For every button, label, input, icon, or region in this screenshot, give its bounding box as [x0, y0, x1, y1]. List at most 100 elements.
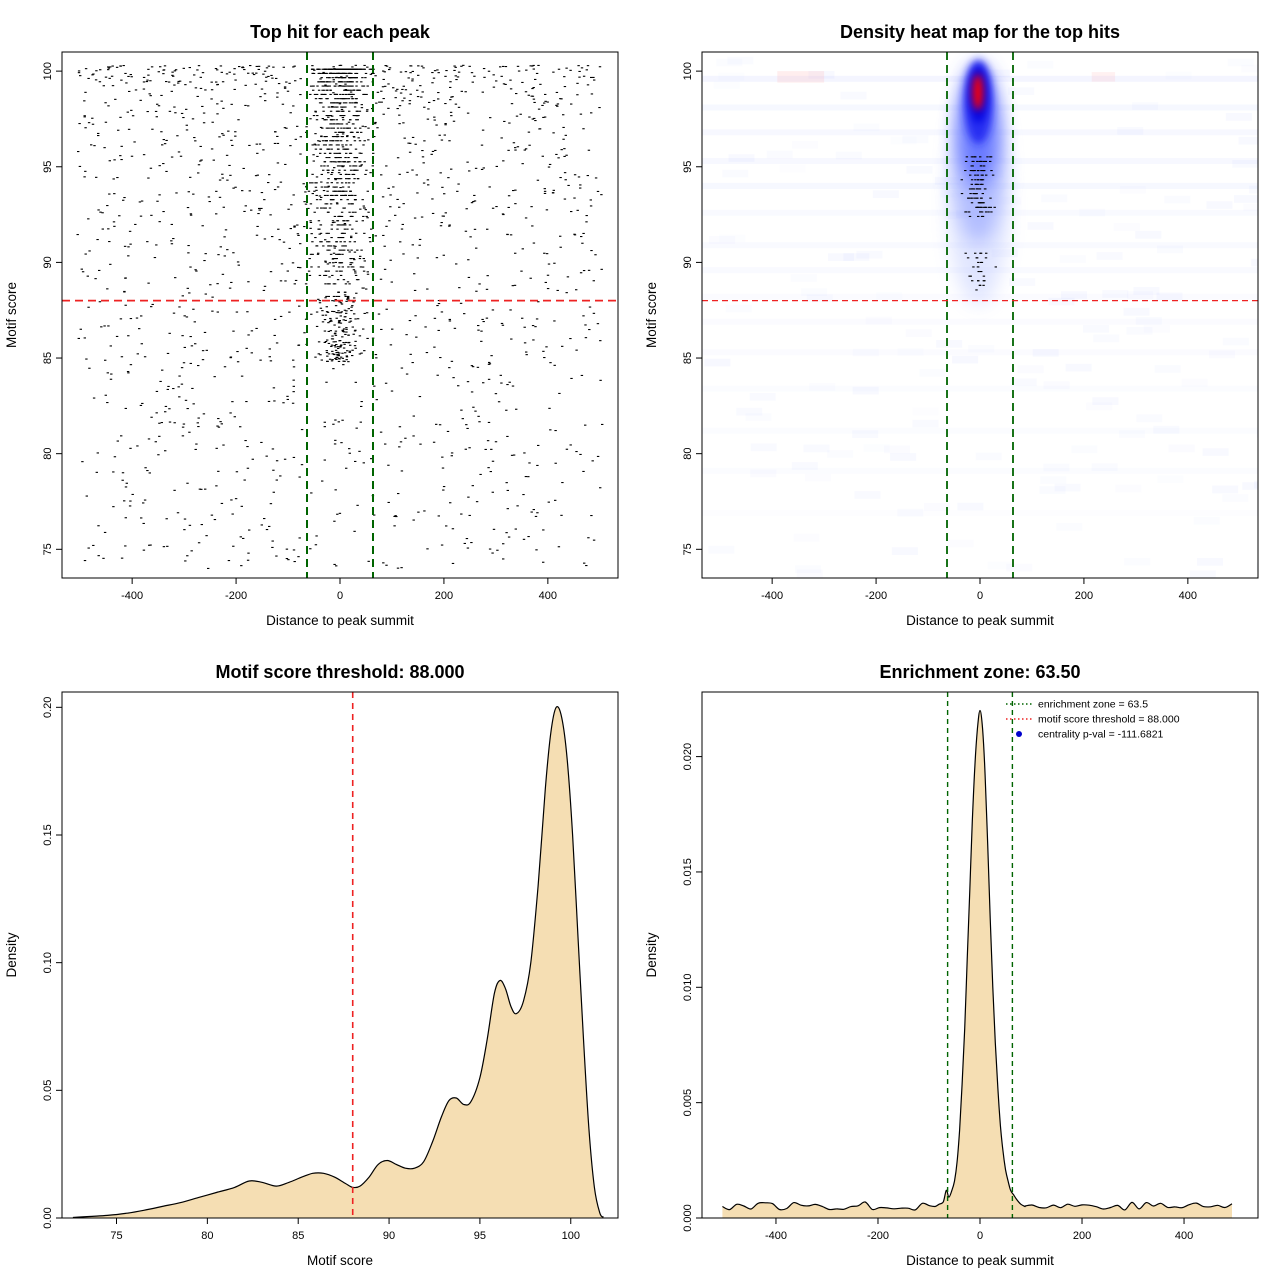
data-point — [250, 209, 253, 211]
density-noise-cell — [843, 253, 870, 261]
data-point — [317, 144, 320, 146]
data-point — [348, 127, 351, 129]
data-point — [350, 262, 354, 264]
data-point — [972, 193, 975, 195]
density-noise-cell — [1083, 325, 1109, 333]
data-point — [334, 419, 337, 421]
data-point — [325, 381, 328, 383]
data-point — [336, 190, 339, 192]
data-point — [311, 253, 314, 255]
data-point — [431, 150, 435, 152]
data-point — [482, 382, 485, 384]
data-point — [103, 531, 107, 533]
density-noise-cell — [1079, 209, 1105, 217]
data-point — [990, 170, 993, 172]
data-point — [453, 69, 456, 71]
data-point — [201, 359, 205, 361]
data-point — [199, 160, 202, 162]
data-point — [345, 467, 348, 469]
data-point — [217, 470, 220, 472]
data-point — [270, 74, 273, 76]
data-point — [355, 232, 358, 234]
data-point — [326, 190, 329, 192]
density-curve — [72, 706, 604, 1218]
density-noise-cell — [1010, 378, 1037, 387]
data-point — [339, 102, 342, 104]
density-noise-cell — [708, 545, 735, 554]
data-point — [316, 155, 319, 157]
data-point — [464, 448, 467, 450]
data-point — [260, 441, 263, 443]
data-point — [361, 266, 365, 268]
data-point — [339, 68, 343, 70]
data-point — [422, 67, 425, 69]
data-point — [524, 476, 528, 478]
data-point — [242, 167, 245, 169]
data-point — [371, 165, 374, 167]
data-point — [338, 131, 341, 133]
data-point — [106, 288, 109, 290]
data-point — [122, 199, 125, 201]
data-point — [355, 279, 359, 281]
data-point — [360, 107, 364, 109]
data-point — [594, 177, 598, 179]
density-fill — [72, 706, 604, 1218]
density-noise-cell — [983, 69, 1010, 78]
data-point — [562, 114, 565, 116]
data-point — [416, 257, 419, 259]
density-noise-cell — [835, 151, 862, 160]
data-point — [335, 358, 338, 360]
data-point — [323, 421, 326, 423]
data-point — [543, 102, 546, 104]
data-point — [968, 215, 972, 217]
data-point — [359, 421, 362, 423]
data-point — [328, 72, 332, 74]
data-point — [594, 254, 597, 256]
data-point — [580, 374, 584, 376]
data-point — [350, 96, 353, 98]
data-point — [335, 93, 339, 95]
data-point — [337, 295, 341, 297]
data-point — [313, 93, 317, 95]
data-point — [489, 471, 492, 473]
data-point — [265, 76, 268, 78]
data-point — [989, 156, 992, 158]
data-point — [586, 65, 590, 67]
density-noise-cell — [1154, 365, 1181, 373]
data-point — [371, 72, 374, 74]
data-point — [361, 68, 364, 70]
data-point — [174, 277, 177, 279]
data-point — [326, 194, 329, 196]
data-point — [271, 448, 275, 450]
data-point — [593, 79, 596, 81]
data-point — [211, 310, 214, 312]
data-point — [327, 211, 330, 213]
data-point — [360, 249, 363, 251]
data-point — [311, 241, 314, 243]
density-noise-cell — [1225, 113, 1252, 121]
data-point — [336, 98, 339, 100]
data-point — [291, 402, 295, 404]
data-point — [332, 265, 335, 267]
data-point — [344, 352, 347, 354]
data-point — [364, 209, 367, 211]
data-point — [205, 535, 208, 537]
data-point — [157, 105, 161, 107]
data-point — [246, 446, 249, 448]
data-point — [149, 95, 152, 97]
data-point — [160, 422, 163, 424]
data-point — [79, 75, 82, 77]
data-point — [345, 190, 348, 192]
data-point — [481, 129, 485, 131]
data-point — [336, 123, 339, 125]
data-point — [336, 127, 340, 129]
faint-density-smear — [777, 71, 825, 83]
data-point — [590, 76, 593, 78]
data-point — [350, 81, 354, 83]
data-point — [329, 144, 333, 146]
data-point — [344, 157, 347, 159]
density-noise-cell — [864, 444, 890, 452]
data-point — [358, 258, 362, 260]
data-point — [309, 203, 313, 205]
data-point — [387, 464, 390, 466]
